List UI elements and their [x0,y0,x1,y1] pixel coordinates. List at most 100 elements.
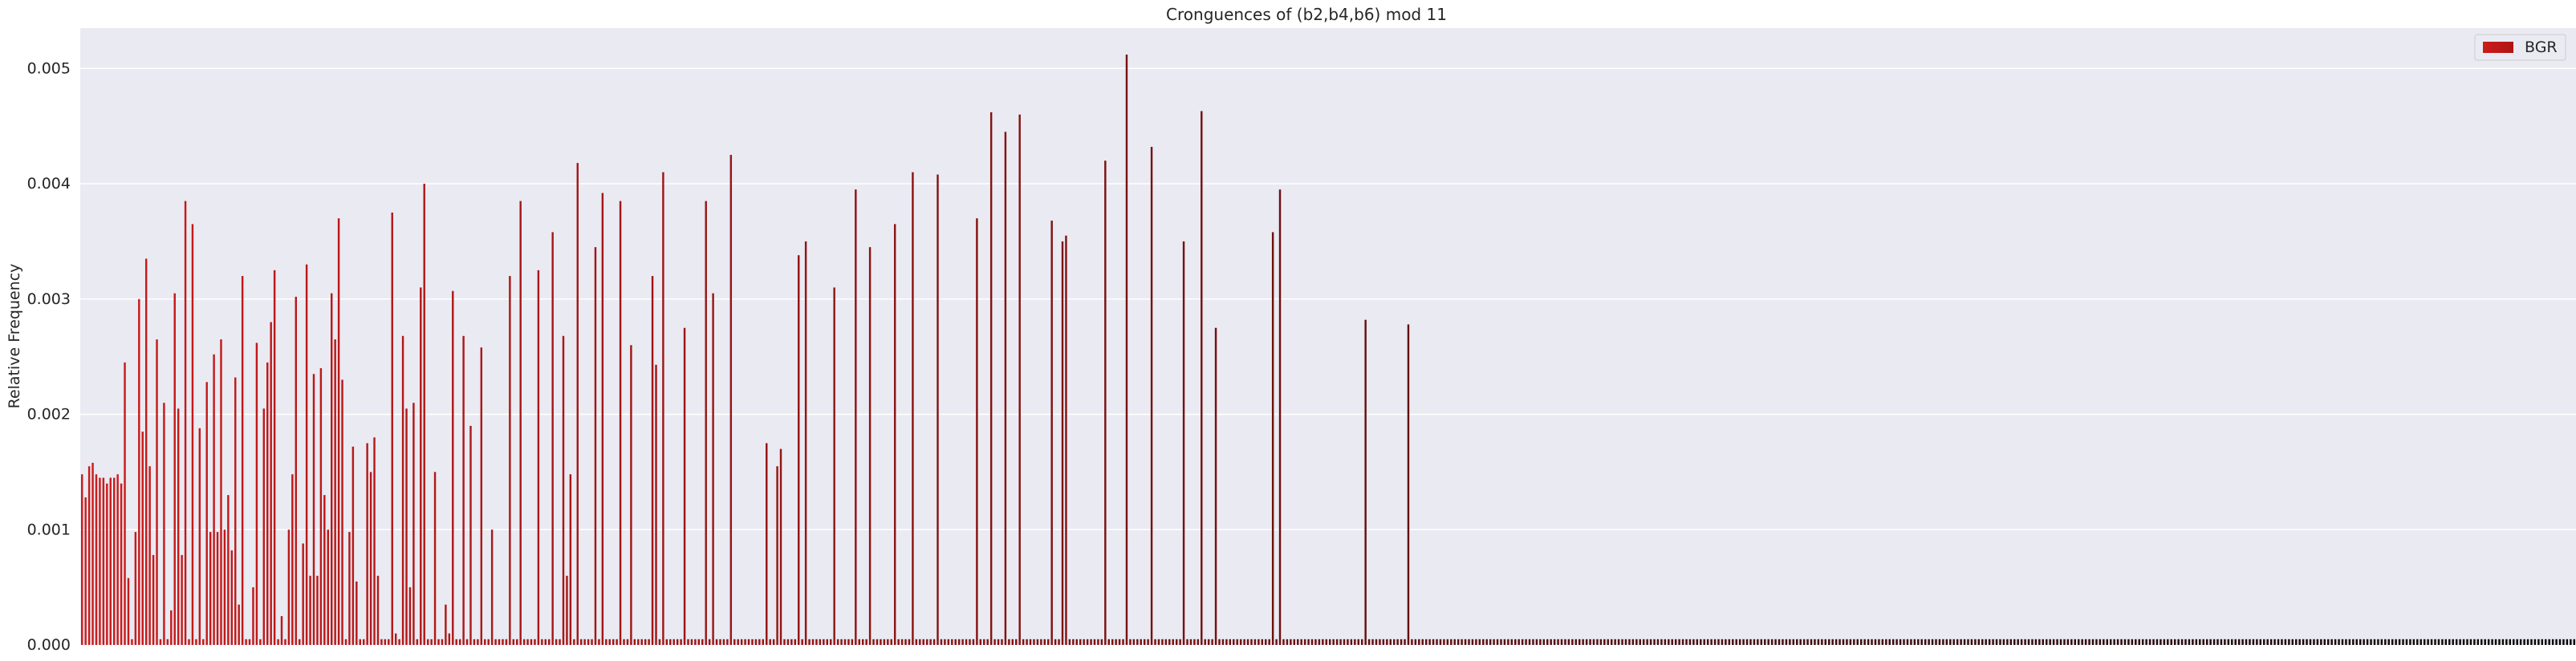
bar [1910,639,1912,645]
bar [2167,639,2169,645]
bar [997,639,1000,645]
bar [1450,639,1453,645]
bar [462,335,465,645]
bar [177,408,180,645]
bar [1118,639,1121,645]
bar [1849,639,1852,645]
bar [1831,639,1834,645]
bar [277,639,279,645]
bar [348,532,351,645]
bar [555,639,558,645]
bar [983,639,985,645]
bar [1236,639,1238,645]
bar [1443,639,1445,645]
bar [1175,639,1178,645]
bar [819,639,822,645]
bar [1143,639,1146,645]
bar [1389,639,1392,645]
bar [1649,639,1652,645]
bar [2173,639,2176,645]
bar [2409,639,2411,645]
bar [580,639,583,645]
bar [2074,639,2076,645]
bar [262,408,266,645]
bar [2288,639,2290,645]
bar [2541,639,2544,645]
bar [2295,639,2298,645]
bar [986,639,989,645]
bar [1778,639,1781,645]
bar [1132,639,1136,645]
bar [701,639,704,645]
bar [1303,639,1306,645]
bar [202,639,205,645]
bar [391,212,393,646]
bar [1535,639,1538,645]
bar [455,639,457,645]
bar [252,587,254,645]
bar [1004,132,1007,646]
bar [494,639,497,645]
bar [362,639,365,645]
bar [2152,639,2155,645]
bar [502,639,504,645]
bar [932,639,936,645]
bar [1617,639,1620,645]
bar [961,639,964,645]
bar [712,293,714,645]
bar [2327,639,2330,645]
bar [2437,639,2440,645]
bar [1995,639,1998,645]
bar [1760,639,1763,645]
bar [356,581,358,645]
bar [2013,639,2016,645]
bar [1489,639,1492,645]
bar [309,575,311,645]
bar [2056,639,2058,645]
bar [490,529,494,645]
bar [957,639,961,645]
bar [341,379,343,645]
bar [912,172,914,646]
bar [2252,639,2255,645]
bar [598,639,600,645]
bar [1789,639,1791,645]
bar [1075,639,1078,645]
bar [216,532,219,645]
y-tick-labels: 0.000 0.001 0.002 0.003 0.004 0.005 [27,59,71,654]
bar [91,462,94,645]
bar [2402,639,2404,645]
bar [102,477,105,645]
bar [2046,639,2048,645]
bar [1229,639,1232,645]
bar [1493,639,1495,645]
bar [1938,639,1941,645]
bar [1507,639,1509,645]
bar [1949,639,1952,645]
bar [861,639,864,645]
bar [337,218,340,645]
bar [2192,639,2194,645]
bar [630,345,632,645]
bar [394,633,397,645]
bar [2241,639,2244,645]
bar [1952,639,1955,645]
bar [124,362,126,645]
bar [426,639,429,645]
bar [922,639,924,645]
bar [1671,639,1673,645]
bar [2469,639,2472,645]
bar [1706,639,1709,645]
bar [1867,639,1870,645]
bar [1678,639,1680,645]
bar [1824,639,1826,645]
bar [1732,639,1734,645]
bar [758,639,761,645]
bar [808,639,811,645]
bar [2212,639,2216,645]
bar [1233,639,1235,645]
bar [1878,639,1880,645]
bar [2195,639,2198,645]
bar [2099,639,2102,645]
bar [1610,639,1613,645]
